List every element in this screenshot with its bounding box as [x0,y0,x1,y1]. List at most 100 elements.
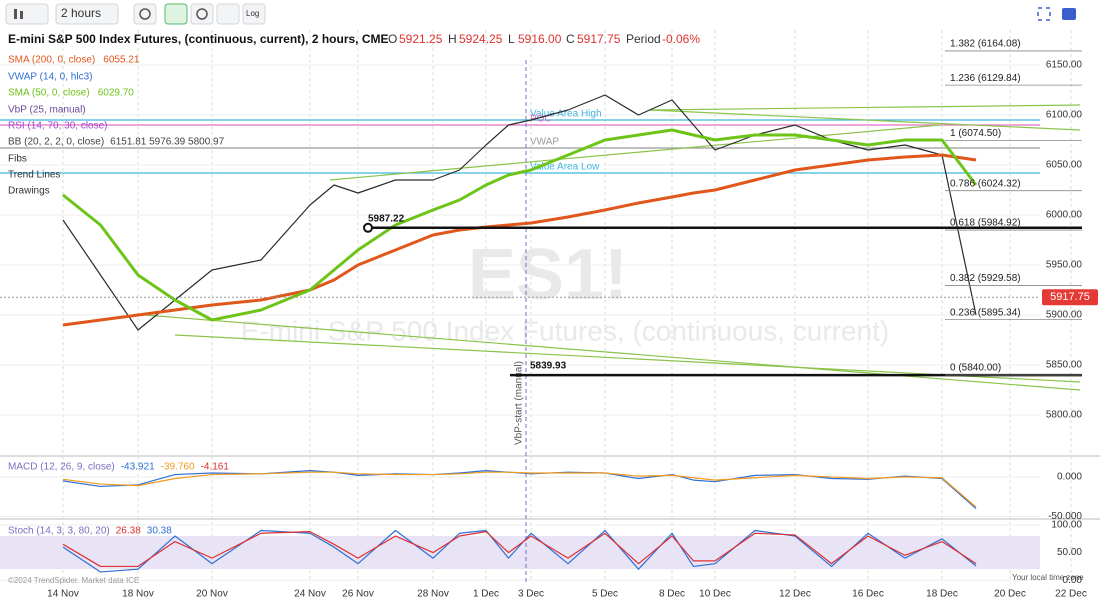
panel-readout: 26.38 [116,526,141,537]
y-tick-label: 0.000 [1057,472,1082,483]
vbp-label: VWAP [530,137,559,148]
x-tick-label: 1 Dec [473,589,499,599]
y-tick-label: 5800.00 [1046,410,1083,421]
camera-button[interactable] [1062,8,1076,20]
y-tick-label: 0.00 [1063,575,1083,586]
settings-button[interactable] [133,3,157,25]
ohlc-label: H [448,32,457,46]
interval: 2 hours [61,6,101,20]
x-tick-label: 14 Nov [47,589,79,599]
ohlc-label: L [508,32,515,46]
fullscreen-button[interactable] [1037,7,1051,21]
panel-readout: 30.38 [147,526,172,537]
vbp-label: Value Area High [530,109,602,120]
legend-entry: SMA (200, 0, close) [8,55,95,66]
panel-readout: -39.760 [161,462,195,473]
fib-label: 1 (6074.50) [950,128,1001,139]
fib-label: 0.786 (6024.32) [950,178,1021,189]
x-tick-label: 20 Nov [196,589,228,599]
fib-label: 0 (5840.00) [950,363,1001,374]
y-tick-label: 6050.00 [1046,160,1083,171]
legend-value: 6029.70 [98,88,135,99]
x-tick-label: 16 Dec [852,589,884,599]
chart-type-button[interactable] [5,3,49,25]
y-tick-label: -50.000 [1048,511,1082,522]
y-tick-label: 6000.00 [1046,210,1083,221]
period-label: Period [626,32,661,46]
fib-label: 0.618 (5984.92) [950,218,1021,229]
y-tick-label: 100.00 [1051,520,1082,531]
level-label: 5987.22 [368,213,405,224]
panel-title: Stoch (14, 3, 3, 80, 20) [8,526,110,537]
x-tick-label: 28 Nov [417,589,449,599]
legend-entry: Drawings [8,186,50,197]
x-tick-label: 24 Nov [294,589,326,599]
fib-label: 1.236 (6129.84) [950,73,1021,84]
series-line [62,153,977,327]
series-line [62,471,977,508]
clock-button[interactable] [190,3,214,25]
ohlc-label: O [388,32,397,46]
fib-label: 0.382 (5929.58) [950,273,1021,284]
fib-label: 1.382 (6164.08) [950,39,1021,50]
x-tick-label: 20 Dec [994,589,1026,599]
toolbar: 2 hours Log [5,3,1076,25]
ohlc-label: C [566,32,575,46]
legend-value: 6055.21 [103,55,140,66]
ohlc-value: 5917.75 [577,32,621,46]
legend-entry: Fibs [8,154,27,165]
draw-button[interactable] [216,3,240,25]
legend: SMA (200, 0, close) 6055.21 SMA (50, 0, cl… [8,55,229,537]
x-tick-label: 5 Dec [592,589,618,599]
indicator-button[interactable] [164,3,188,25]
series-line [62,128,978,322]
panel-title: MACD (12, 26, 9, close) [8,462,115,473]
y-tick-label: 50.00 [1057,547,1082,558]
last-price-label: 5917.75 [1050,291,1090,303]
trend-line [649,104,1081,111]
icon [20,11,23,19]
x-tick-label: 8 Dec [659,589,685,599]
level-anchor [363,222,373,233]
panel-readout: -43.921 [121,462,155,473]
x-tick-label: 12 Dec [779,589,811,599]
legend-entry: RSI (14, 70, 30, close) [8,121,108,132]
vbp-label: Value Area Low [530,162,600,173]
ohlc-value: 5924.25 [459,32,503,46]
vbp-start-label: VbP-start (manual) [514,361,525,445]
legend-entry: SMA (50, 0, close) [8,88,90,99]
x-tick-label: 26 Nov [342,589,374,599]
legend-entry: VWAP (14, 0, hlc3) [8,72,92,83]
y-tick-label: 5850.00 [1046,360,1083,371]
log-button[interactable] [242,3,266,25]
legend-value: 6151.81 5976.39 5800.97 [110,137,224,148]
ohlc-value: 5921.25 [399,32,443,46]
y-tick-label: 5900.00 [1046,310,1083,321]
y-tick-label: 5950.00 [1046,260,1083,271]
fib-label: 0.236 (5895.34) [950,307,1021,318]
x-tick-label: 3 Dec [518,589,544,599]
icon [196,8,208,20]
legend-entry: VbP (25, manual) [8,105,86,116]
series-line [62,531,977,568]
copyright: ©2024 TrendSpider. Market data ICE [8,576,139,585]
y-tick-label: 6150.00 [1046,60,1083,71]
icon [139,8,151,20]
stoch-band [0,536,1040,570]
legend-entry: Trend Lines [8,170,60,181]
x-tick-label: 10 Dec [699,589,731,599]
period-value: -0.06% [662,32,700,46]
x-tick-label: 18 Dec [926,589,958,599]
log-label: Log [246,9,259,18]
ohlc-value: 5916.00 [518,32,562,46]
last-price-tag [1042,289,1098,306]
icon [14,9,17,19]
panel-readout: -4.161 [201,462,230,473]
timezone: Your local time zone [1012,573,1084,582]
interval-button[interactable] [55,3,119,25]
x-tick-label: 18 Nov [122,589,154,599]
level-label: 5839.93 [530,361,567,372]
x-tick-label: 22 Dec [1055,589,1087,599]
